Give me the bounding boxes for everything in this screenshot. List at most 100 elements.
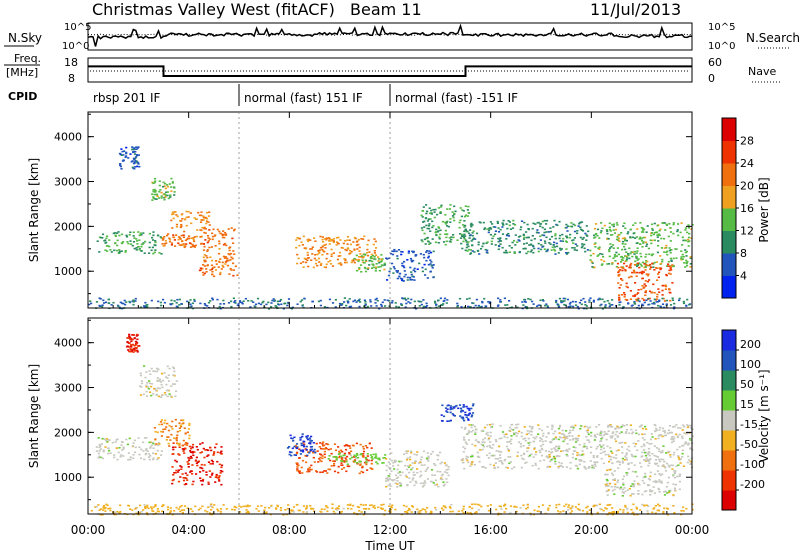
heatmap-cell xyxy=(576,439,579,442)
heatmap-cell xyxy=(353,454,356,457)
heatmap-cell xyxy=(195,218,198,220)
heatmap-cell xyxy=(681,452,684,455)
heatmap-cell xyxy=(378,269,381,272)
heatmap-cell xyxy=(163,236,166,238)
heatmap-cell xyxy=(425,224,428,227)
heatmap-cell xyxy=(460,426,463,429)
heatmap-cell xyxy=(268,507,271,509)
heatmap-cell xyxy=(460,306,463,308)
heatmap-cell xyxy=(620,431,623,433)
heatmap-cell xyxy=(332,460,335,462)
heatmap-cell xyxy=(616,486,620,489)
heatmap-cell xyxy=(546,305,549,307)
heatmap-cell xyxy=(642,242,645,244)
heatmap-cell xyxy=(203,303,206,305)
heatmap-cell xyxy=(513,252,516,254)
heatmap-cell xyxy=(617,266,620,269)
heatmap-cell xyxy=(105,438,108,440)
heatmap-cell xyxy=(565,235,568,238)
heatmap-cell xyxy=(578,443,581,446)
heatmap-cell xyxy=(403,275,406,278)
heatmap-cell xyxy=(583,445,586,448)
heatmap-cell xyxy=(115,439,118,441)
heatmap-cell xyxy=(133,337,136,339)
heatmap-cell xyxy=(548,504,551,507)
heatmap-cell xyxy=(393,468,396,470)
heatmap-cell xyxy=(134,150,137,153)
heatmap-cell xyxy=(525,231,528,233)
heatmap-cell xyxy=(411,278,414,281)
heatmap-cell xyxy=(576,451,579,454)
heatmap-cell xyxy=(380,504,383,506)
heatmap-cell xyxy=(570,222,573,224)
heatmap-cell xyxy=(460,411,463,413)
heatmap-cell xyxy=(634,260,637,263)
heatmap-cell xyxy=(507,456,510,458)
heatmap-cell xyxy=(293,445,296,448)
heatmap-cell xyxy=(489,233,492,236)
heatmap-cell xyxy=(557,252,560,254)
heatmap-cell xyxy=(622,306,625,308)
heatmap-cell xyxy=(529,298,532,301)
heatmap-cell xyxy=(472,230,475,233)
heatmap-cell xyxy=(656,480,659,483)
heatmap-cell xyxy=(139,306,142,309)
heatmap-cell xyxy=(663,430,666,432)
heatmap-cell xyxy=(309,248,312,250)
heatmap-cell xyxy=(219,232,222,235)
heatmap-cell xyxy=(652,480,655,483)
heatmap-cell xyxy=(650,242,653,245)
heatmap-cell xyxy=(192,237,195,239)
heatmap-cell xyxy=(633,295,636,297)
heatmap-cell xyxy=(481,444,484,446)
heatmap-cell xyxy=(341,458,344,461)
heatmap-cell xyxy=(315,471,319,473)
heatmap-cell xyxy=(466,511,469,514)
heatmap-cell xyxy=(166,184,169,186)
heatmap-cell xyxy=(637,440,640,442)
heatmap-cell xyxy=(113,249,116,252)
heatmap-cell xyxy=(406,458,409,461)
heatmap-cell xyxy=(180,425,183,428)
heatmap-cell xyxy=(448,208,451,210)
heatmap-cell xyxy=(378,261,381,264)
heatmap-cell xyxy=(525,242,528,244)
heatmap-cell xyxy=(667,451,670,454)
heatmap-cell xyxy=(606,469,609,472)
heatmap-cell xyxy=(200,211,203,213)
heatmap-cell xyxy=(434,464,437,467)
heatmap-cell xyxy=(179,238,182,240)
heatmap-cell xyxy=(369,257,372,259)
heatmap-cell xyxy=(647,464,650,467)
heatmap-cell xyxy=(592,252,595,255)
heatmap-cell xyxy=(348,465,351,468)
heatmap-cell xyxy=(645,299,648,302)
heatmap-cell xyxy=(306,470,309,473)
heatmap-cell xyxy=(202,216,205,219)
heatmap-cell xyxy=(429,480,433,483)
heatmap-cell xyxy=(429,242,432,244)
heatmap-cell xyxy=(383,262,386,265)
heatmap-cell xyxy=(566,236,569,239)
heatmap-cell xyxy=(377,256,380,258)
heatmap-cell xyxy=(554,463,557,465)
heatmap-cell xyxy=(142,441,145,444)
heatmap-cell xyxy=(366,455,369,457)
heatmap-cell xyxy=(226,264,229,267)
heatmap-cell xyxy=(213,275,216,278)
heatmap-cell xyxy=(579,236,582,239)
heatmap-cell xyxy=(372,254,375,257)
heatmap-cell xyxy=(335,457,338,459)
heatmap-cell xyxy=(670,249,673,251)
heatmap-cell xyxy=(431,226,434,229)
heatmap-cell xyxy=(625,258,628,260)
heatmap-cell xyxy=(501,233,505,235)
heatmap-cell xyxy=(687,432,690,434)
heatmap-cell xyxy=(99,456,102,459)
heatmap-cell xyxy=(145,390,148,393)
heatmap-cell xyxy=(645,264,648,266)
heatmap-cell xyxy=(129,350,132,353)
heatmap-cell xyxy=(131,509,134,511)
heatmap-cell xyxy=(398,471,401,473)
heatmap-cell xyxy=(362,256,365,258)
